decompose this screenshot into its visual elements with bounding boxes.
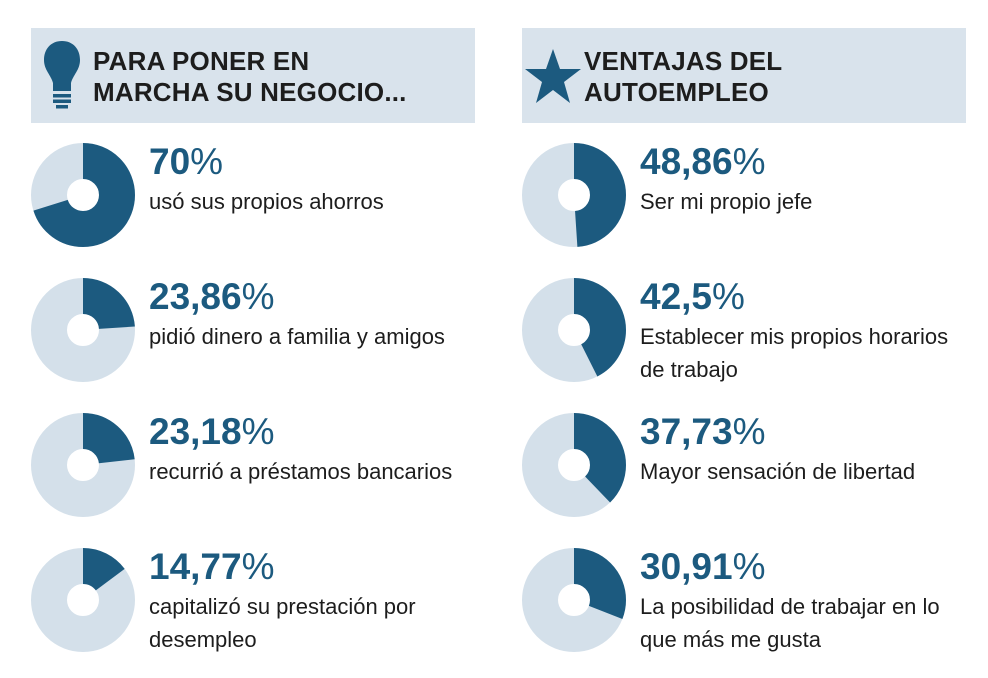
donut-slice xyxy=(31,548,135,652)
donut-chart xyxy=(522,413,626,517)
stat-percent-sign: % xyxy=(732,411,766,452)
stat-percent-sign: % xyxy=(732,141,766,182)
stat-label: Mayor sensación de libertad xyxy=(640,459,916,484)
stat-value: 14,77% xyxy=(149,546,275,588)
stat-item: 70% usó sus propios ahorros xyxy=(31,141,475,268)
stat-item: 30,91% La posibilidad de trabajar en lo … xyxy=(522,546,966,673)
donut-slice xyxy=(31,143,135,247)
donut-slice xyxy=(522,143,626,247)
stat-label: Ser mi propio jefe xyxy=(640,189,813,214)
stat-item: 37,73% Mayor sensación de libertad xyxy=(522,411,966,538)
donut-slice xyxy=(31,413,135,517)
stat-number: 70 xyxy=(149,141,191,182)
stat-percent-sign: % xyxy=(190,141,224,182)
panel-title: VENTAJAS DEL AUTOEMPLEO xyxy=(584,44,782,108)
panel-advantages: VENTAJAS DEL AUTOEMPLEO 48,86% Ser mi pr… xyxy=(522,28,966,652)
stat-percent-sign: % xyxy=(241,276,275,317)
stat-label: usó sus propios ahorros xyxy=(149,189,384,214)
stat-value: 42,5% xyxy=(640,276,745,318)
donut-chart xyxy=(31,143,135,247)
stat-value: 23,18% xyxy=(149,411,275,453)
donut-slice xyxy=(522,278,626,382)
stat-number: 23,18 xyxy=(149,411,242,452)
stat-value: 30,91% xyxy=(640,546,766,588)
stat-item: 23,18% recurrió a préstamos bancarios xyxy=(31,411,475,538)
donut-chart xyxy=(31,413,135,517)
stat-number: 30,91 xyxy=(640,546,733,587)
stat-number: 37,73 xyxy=(640,411,733,452)
stat-label: Establecer mis propios horarios de traba… xyxy=(640,324,949,382)
stat-item: 42,5% Establecer mis propios horarios de… xyxy=(522,276,966,403)
donut-chart xyxy=(31,548,135,652)
stat-item: 48,86% Ser mi propio jefe xyxy=(522,141,966,268)
stat-number: 14,77 xyxy=(149,546,242,587)
donut-chart xyxy=(522,143,626,247)
panel-title-line2: MARCHA SU NEGOCIO... xyxy=(93,76,407,107)
stat-percent-sign: % xyxy=(712,276,745,317)
stat-number: 42,5 xyxy=(640,276,713,317)
panel-title: PARA PONER EN MARCHA SU NEGOCIO... xyxy=(93,44,407,108)
donut-chart xyxy=(522,548,626,652)
stat-percent-sign: % xyxy=(241,411,275,452)
panel-financing: PARA PONER EN MARCHA SU NEGOCIO... 70% u… xyxy=(31,28,475,652)
stat-item: 23,86% pidió dinero a familia y amigos xyxy=(31,276,475,403)
stat-percent-sign: % xyxy=(241,546,275,587)
stat-label: pidió dinero a familia y amigos xyxy=(149,324,445,349)
star-icon xyxy=(522,28,584,123)
panel-title-line1: VENTAJAS DEL xyxy=(584,45,783,76)
panel-title-line2: AUTOEMPLEO xyxy=(584,76,769,107)
stat-value: 37,73% xyxy=(640,411,766,453)
donut-slice xyxy=(31,278,135,382)
stat-value: 23,86% xyxy=(149,276,275,318)
donut-slice xyxy=(522,413,626,517)
stat-number: 48,86 xyxy=(640,141,733,182)
stat-percent-sign: % xyxy=(732,546,766,587)
panel-header: VENTAJAS DEL AUTOEMPLEO xyxy=(522,28,966,123)
stat-label: capitalizó su prestación por desempleo xyxy=(149,594,416,652)
stat-value: 70% xyxy=(149,141,223,183)
stat-label: recurrió a préstamos bancarios xyxy=(149,459,453,484)
donut-chart xyxy=(522,278,626,382)
panel-title-line1: PARA PONER EN xyxy=(93,45,310,76)
cropped-top-text xyxy=(0,0,988,6)
stat-item: 14,77% capitalizó su prestación por dese… xyxy=(31,546,475,673)
lightbulb-icon xyxy=(31,28,93,123)
donut-chart xyxy=(31,278,135,382)
stat-label: La posibilidad de trabajar en lo que más… xyxy=(640,594,940,652)
stat-number: 23,86 xyxy=(149,276,242,317)
panel-header: PARA PONER EN MARCHA SU NEGOCIO... xyxy=(31,28,475,123)
donut-slice xyxy=(522,548,626,652)
stat-value: 48,86% xyxy=(640,141,766,183)
